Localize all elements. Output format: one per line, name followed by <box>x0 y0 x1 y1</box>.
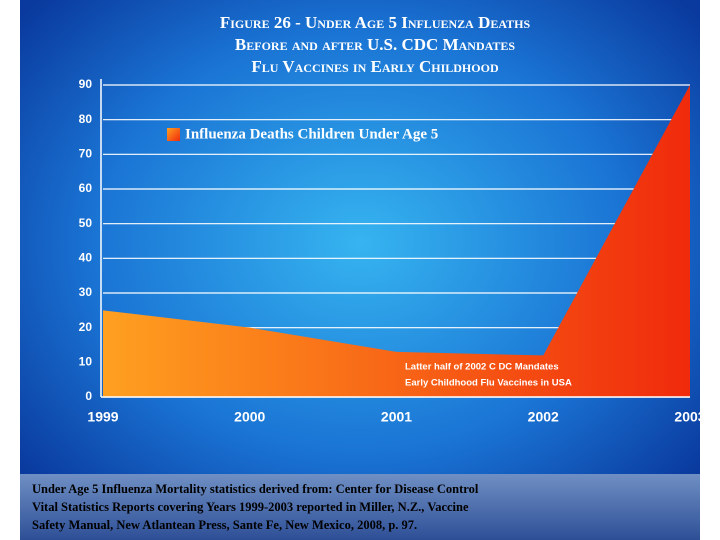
y-tick-label: 0 <box>85 389 92 403</box>
annotation: Early Childhood Flu Vaccines in USA <box>405 378 572 389</box>
y-tick-label: 10 <box>79 355 93 369</box>
x-tick-label: 2000 <box>234 409 265 425</box>
y-tick-label: 70 <box>79 147 93 161</box>
chart-title: Figure 26 - Under Age 5 Influenza Deaths <box>220 13 531 32</box>
y-tick-label: 60 <box>79 181 93 195</box>
source-box <box>20 474 700 540</box>
source-text: Safety Manual, New Atlantean Press, Sant… <box>32 518 417 532</box>
y-tick-label: 50 <box>79 216 93 230</box>
y-tick-label: 20 <box>79 320 93 334</box>
y-tick-label: 30 <box>79 285 93 299</box>
y-tick-label: 40 <box>79 251 93 265</box>
source-text: Vital Statistics Reports covering Years … <box>32 500 469 514</box>
x-tick-label: 2002 <box>528 409 559 425</box>
x-tick-label: 2001 <box>381 409 412 425</box>
chart-title: Flu Vaccines in Early Childhood <box>251 57 499 76</box>
x-tick-label: 2003 <box>674 409 705 425</box>
legend-swatch <box>167 128 180 141</box>
annotation: Latter half of 2002 C DC Mandates <box>405 362 559 373</box>
chart-title: Before and after U.S. CDC Mandates <box>235 35 515 54</box>
y-tick-label: 90 <box>79 77 93 91</box>
panel <box>20 0 700 540</box>
y-tick-label: 80 <box>79 112 93 126</box>
x-tick-label: 1999 <box>87 409 118 425</box>
legend-label: Influenza Deaths Children Under Age 5 <box>185 126 438 142</box>
source-text: Under Age 5 Influenza Mortality statisti… <box>32 482 479 496</box>
area <box>103 85 690 397</box>
